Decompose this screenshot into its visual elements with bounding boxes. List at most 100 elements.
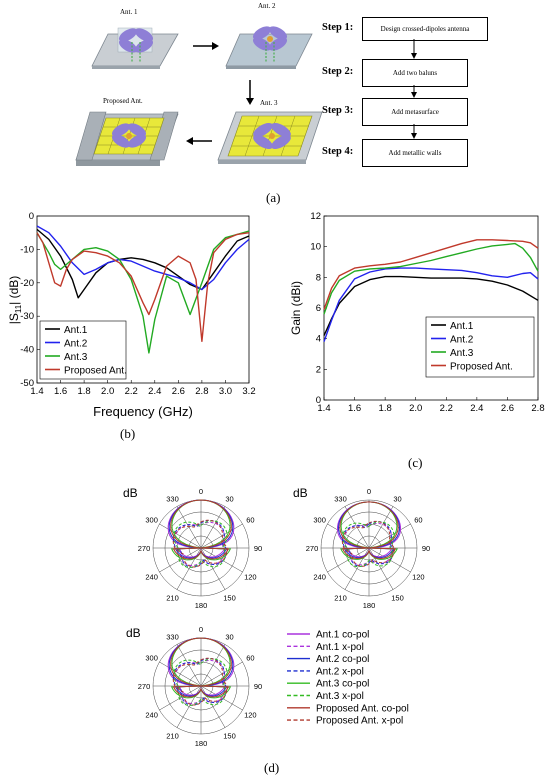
polar1-spoke [200, 523, 243, 549]
polar3-pattern-8 [172, 657, 228, 706]
polar1-spoke [200, 506, 226, 549]
s11-legend: Ant.1 Ant.2 Ant.3 Proposed Ant. [39, 320, 127, 380]
b-xtick-label: 3.2 [242, 386, 255, 397]
b-ytick-label: -40 [20, 345, 34, 356]
polar3-angle-label: 240 [145, 711, 158, 720]
polar3-spoke [176, 644, 202, 687]
polar1-angle-label: 300 [145, 516, 158, 525]
subfigure-c-label: (c) [408, 455, 423, 470]
b-xtick-label: 1.8 [78, 386, 91, 397]
b-series-line-3 [36, 230, 250, 354]
s11-chart: 1.4 1.6 1.8 2.0 2.2 2.4 2.6 2.8 3.0 3.2 0 -10 -20 -3… [7, 211, 256, 419]
c-ytick-label: 2 [316, 364, 321, 375]
polar3-spoke [200, 644, 226, 687]
c-ytick-label: 12 [310, 211, 321, 222]
polar1-angle-label: 60 [246, 516, 254, 525]
step1-label: Step 1: [322, 22, 354, 33]
polar1-spoke [176, 506, 202, 549]
c-ytick-label: 0 [316, 395, 321, 406]
c-ytick-label: 10 [310, 242, 321, 253]
step4-box: Add metallic walls [362, 139, 468, 167]
b-ytick-label: -10 [20, 244, 34, 255]
c-xtick-label: 2.2 [440, 403, 453, 414]
b-legend-label: Ant.3 [64, 352, 88, 363]
ant3-illustration [217, 111, 323, 164]
c-xtick-label: 2.4 [470, 403, 483, 414]
proposed-label: Proposed Ant. [103, 97, 143, 105]
b-legend-label: Ant.2 [64, 339, 88, 350]
b-xtick-label: 2.8 [195, 386, 208, 397]
gain-y-axis-label: Gain (dBi) [289, 281, 303, 335]
polar2-angle-label: 300 [313, 516, 326, 525]
polar1-spoke [159, 547, 202, 573]
c-ytick-label: 8 [316, 272, 321, 283]
polar-plot-1: 0 30 60 90 120 150 180 210 240 270 300 330 [138, 487, 262, 610]
b-xtick-label: 1.4 [30, 386, 43, 397]
polar3-pattern-4 [172, 657, 227, 706]
polar3-angle-label: 0 [199, 625, 203, 634]
b-series-line-4 [36, 232, 250, 343]
polar2-spoke [368, 523, 411, 549]
c-xtick-label: 1.4 [317, 403, 330, 414]
polar2-pattern-7 [339, 501, 399, 560]
ant2-label: Ant. 2 [258, 2, 276, 10]
polar3-angle-label: 150 [223, 731, 236, 740]
c-ytick-label: 4 [316, 334, 321, 345]
polar3-spoke [159, 685, 202, 711]
s11-plot-frame [36, 215, 250, 384]
polar2-angle-label: 270 [306, 544, 319, 553]
c-xtick-label: 1.8 [379, 403, 392, 414]
polar-legend-label: Ant.3 co-pol [316, 679, 369, 690]
gain-series [323, 239, 539, 342]
c-xtick-label: 1.6 [348, 403, 361, 414]
flow-arrows [186, 42, 254, 145]
s11-x-axis-label: Frequency (GHz) [93, 404, 193, 419]
polar1-spoke [159, 523, 202, 549]
polar-legend-label: Ant.1 x-pol [316, 642, 364, 653]
polar3-angle-label: 30 [225, 633, 233, 642]
polar3-pattern-6 [173, 658, 228, 706]
polar2-angle-label: 30 [393, 495, 401, 504]
gain-x-ticks: 1.4 1.6 1.8 2.0 2.2 2.4 2.6 2.8 [317, 397, 545, 414]
subfigure-a-label: (a) [266, 190, 281, 205]
c-legend-label: Proposed Ant. [450, 362, 513, 373]
b-xtick-label: 2.4 [148, 386, 161, 397]
polar1-angle-label: 180 [195, 601, 208, 610]
polar3-angle-label: 270 [138, 682, 151, 691]
polar1-angle-label: 270 [138, 544, 151, 553]
b-xtick-label: 2.0 [101, 386, 114, 397]
polar2-angle-label: 90 [422, 544, 430, 553]
polar1-angle-label: 0 [199, 487, 203, 496]
b-legend-label: Proposed Ant. [64, 366, 127, 377]
b-xtick-label: 3.0 [219, 386, 232, 397]
b-xtick-label: 1.6 [54, 386, 67, 397]
polar2-pattern-4 [341, 520, 394, 567]
polar3-spoke [159, 661, 202, 687]
ant1-illustration [91, 27, 179, 69]
c-xtick-label: 2.8 [531, 403, 544, 414]
polar1-pattern-6 [173, 520, 228, 568]
polar1-angle-label: 90 [254, 544, 262, 553]
polar1-angle-label: 120 [244, 573, 257, 582]
polar3-angle-label: 300 [145, 654, 158, 663]
polar2-pattern-8 [341, 520, 395, 567]
step2-box: Add two baluns [362, 59, 468, 87]
c-legend-label: Ant.1 [450, 321, 474, 332]
polar2-pattern-6 [342, 521, 395, 568]
s11-y-ticks: 0 -10 -20 -30 -40 -50 [20, 211, 40, 389]
polar1-pattern-7 [170, 499, 232, 560]
polar2-angle-label: 180 [363, 601, 376, 610]
step2-label: Step 2: [322, 66, 354, 77]
b-xtick-label: 2.6 [172, 386, 185, 397]
polar2-spoke [327, 523, 370, 549]
polar3-angle-label: 120 [244, 711, 257, 720]
polar1-angle-label: 210 [166, 593, 179, 602]
b-ytick-label: 0 [29, 211, 34, 222]
ant3-label: Ant. 3 [260, 99, 278, 107]
b-ytick-label: -50 [20, 378, 34, 389]
c-series-line-1 [323, 275, 539, 336]
b-legend-label: Ant.1 [64, 325, 88, 336]
step4-label: Step 4: [322, 146, 354, 157]
polar1-pattern-8 [172, 519, 228, 568]
